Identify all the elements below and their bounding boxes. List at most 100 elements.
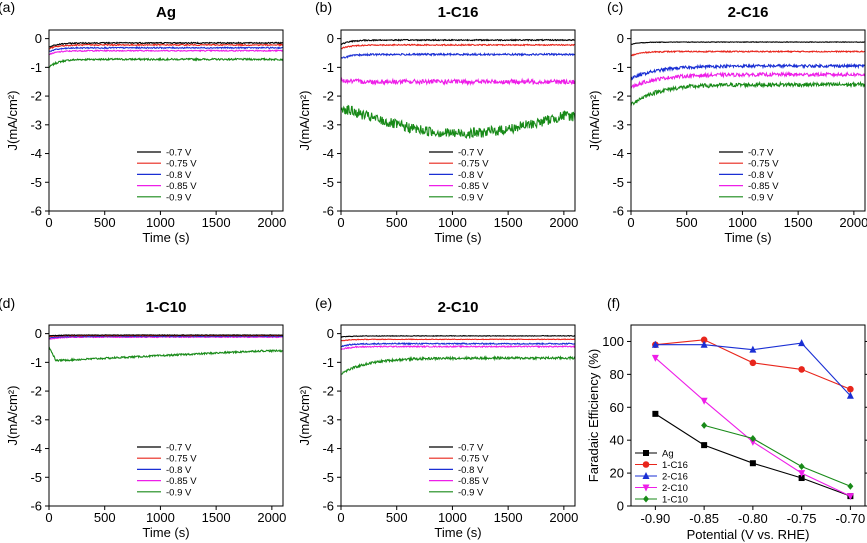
y-axis-label: J(mA/cm²) <box>297 91 312 151</box>
data-point-1-C16 <box>749 359 757 367</box>
y-tick-label: -1 <box>30 355 42 370</box>
y-tick-label: 0 <box>35 31 42 46</box>
series-line-0.85 <box>341 76 575 87</box>
x-tick-label: 500 <box>94 510 116 525</box>
legend-marker <box>642 472 650 479</box>
data-point-1-C10 <box>749 435 756 443</box>
panel-label: (d) <box>0 295 15 311</box>
legend-label: -0.8 V <box>748 170 774 181</box>
series-line-0.9 <box>49 346 283 363</box>
y-tick-label: -6 <box>322 204 334 219</box>
x-tick-label: 500 <box>94 215 116 230</box>
y-tick-label: -5 <box>30 470 42 485</box>
y-tick-label: -6 <box>30 499 42 514</box>
legend-label: -0.8 V <box>458 170 484 181</box>
legend-label: -0.7 V <box>458 443 484 454</box>
legend-label: -0.85 V <box>458 476 489 487</box>
series-line-0.9 <box>341 354 575 375</box>
legend-label: -0.85 V <box>748 181 779 192</box>
series-line-0.8 <box>341 52 575 59</box>
panel-c: (c) 2-C16 0 500 1000 1500 2000 0 -1 -2 -3 -4 -5 -6 Tim… <box>587 0 867 245</box>
panel-title: 1-C16 <box>438 4 479 21</box>
x-tick-label: 1000 <box>438 215 467 230</box>
series-line-0.75 <box>341 338 575 342</box>
x-tick-label: 0 <box>337 510 344 525</box>
data-point-2-C10 <box>749 438 757 446</box>
legend-label: 2-C16 <box>662 472 688 483</box>
data-point-Ag <box>798 475 805 482</box>
legend-label: -0.9 V <box>166 192 192 203</box>
x-axis-label: Time (s) <box>724 230 771 245</box>
y-tick-label: -1 <box>612 60 624 75</box>
series-line-0.9 <box>631 80 865 107</box>
y-tick-label: -2 <box>612 89 624 104</box>
data-point-1-C10 <box>798 463 805 471</box>
x-tick-label: -0.75 <box>787 511 817 526</box>
plot-frame <box>630 29 866 212</box>
x-tick-label: -0.80 <box>738 511 768 526</box>
legend-label: -0.9 V <box>458 487 484 498</box>
data-point-2-C16 <box>749 345 757 353</box>
y-tick-label: -5 <box>612 175 624 190</box>
x-tick-label: 1000 <box>728 215 757 230</box>
legend-marker <box>643 450 649 456</box>
panel-label: (e) <box>315 295 332 311</box>
y-tick-label: -4 <box>612 146 624 161</box>
y-tick-label: -1 <box>30 60 42 75</box>
y-axis-label: J(mA/cm²) <box>5 91 20 151</box>
y-tick-label: -4 <box>30 441 42 456</box>
y-tick-label: -2 <box>30 384 42 399</box>
legend-marker <box>642 484 650 492</box>
panel-e: (e) 2-C10 0 500 1000 1500 2000 0 -1 -2 -3 -4 -5 -6 Tim… <box>297 295 578 540</box>
y-tick-label: 0 <box>327 31 334 46</box>
x-tick-label: 1500 <box>494 215 523 230</box>
x-axis-label: Time (s) <box>434 525 481 540</box>
legend-label: -0.85 V <box>166 476 197 487</box>
series-line-0.9 <box>341 104 575 139</box>
x-tick-label: 2000 <box>839 215 867 230</box>
data-point-1-C16 <box>798 366 805 373</box>
data-point-2-C10 <box>651 354 659 362</box>
y-tick-label: 80 <box>610 367 624 382</box>
legend-label: -0.75 V <box>458 159 489 170</box>
panel-title: 1-C10 <box>146 299 187 316</box>
legend-label: -0.85 V <box>458 181 489 192</box>
legend-label: -0.7 V <box>748 148 774 159</box>
y-axis-label: Faradaic Efficiency (%) <box>586 349 601 482</box>
panel-f: (f) -0.90 -0.85 -0.80 -0.75 -0.70 0 20 40 60 80 100… <box>586 295 867 542</box>
y-tick-label: -5 <box>322 175 334 190</box>
y-tick-label: 0 <box>35 326 42 341</box>
data-point-2-C10 <box>798 470 806 478</box>
panel-label: (c) <box>607 0 623 15</box>
x-tick-label: 1000 <box>146 215 175 230</box>
series-line-0.7 <box>631 41 865 45</box>
x-tick-label: 500 <box>676 215 698 230</box>
y-axis-label: J(mA/cm²) <box>297 386 312 446</box>
series-line-0.75 <box>341 43 575 50</box>
y-tick-label: -3 <box>612 117 624 132</box>
y-tick-label: 40 <box>610 433 624 448</box>
legend-label: -0.7 V <box>166 148 192 159</box>
legend-label: -0.7 V <box>166 443 192 454</box>
x-tick-label: 0 <box>337 215 344 230</box>
plot-frame <box>48 324 284 507</box>
x-tick-label: -0.70 <box>836 511 866 526</box>
x-tick-label: 2000 <box>257 215 286 230</box>
series-line-0.7 <box>49 334 283 337</box>
y-tick-label: -2 <box>322 89 334 104</box>
y-tick-label: -2 <box>30 89 42 104</box>
series-line-0.85 <box>49 49 283 56</box>
legend-label: 1-C16 <box>662 460 688 471</box>
x-tick-label: 1000 <box>438 510 467 525</box>
x-tick-label: 2000 <box>549 510 578 525</box>
x-tick-label: 1500 <box>202 510 231 525</box>
x-axis-label: Time (s) <box>434 230 481 245</box>
series-line-0.7 <box>341 38 575 46</box>
data-point-1-C10 <box>701 421 708 429</box>
series-line-0.85 <box>341 344 575 351</box>
legend-label: -0.8 V <box>166 465 192 476</box>
panel-title: 2-C10 <box>438 299 479 316</box>
data-point-2-C16 <box>846 391 854 399</box>
data-point-2-C16 <box>700 340 708 348</box>
